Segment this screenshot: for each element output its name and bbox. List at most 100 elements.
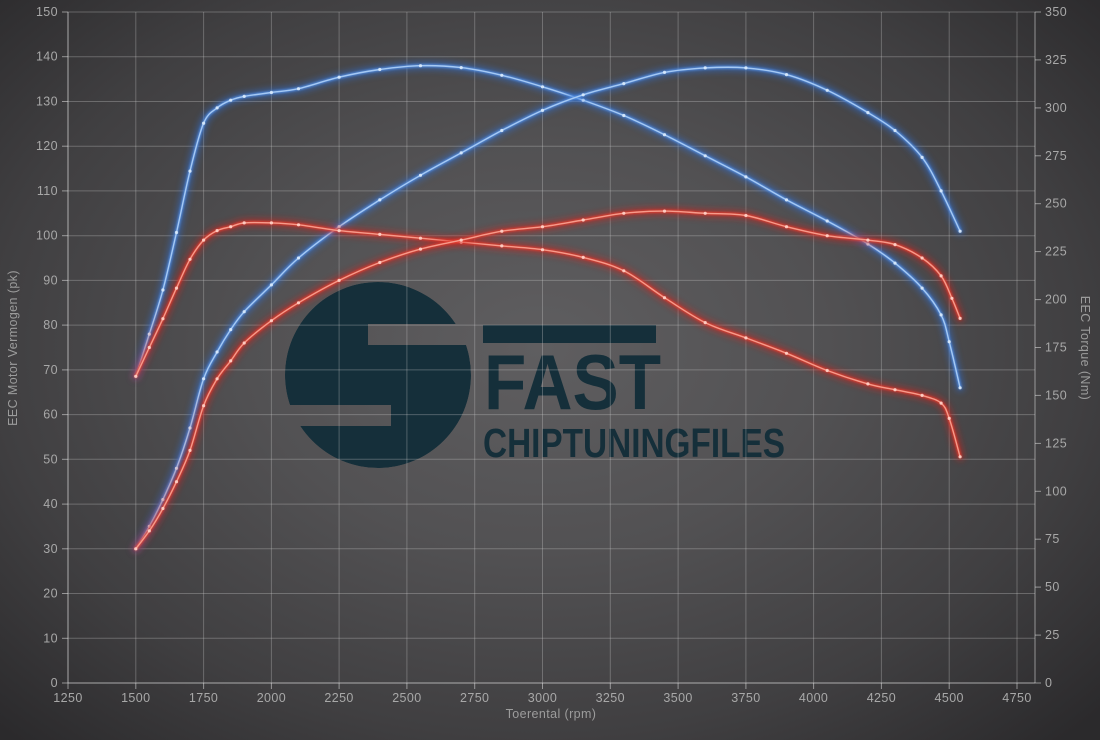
x-tick-label: 4250 [867,691,896,705]
data-point-dot [337,75,341,79]
data-point-dot [378,67,382,72]
series-power-red [132,207,964,553]
series-power-blue [132,63,964,553]
data-point-dot [784,351,789,355]
y-left-tick-label: 40 [43,497,58,511]
data-point-dot [958,229,962,233]
data-point-dot [825,234,829,238]
x-tick-label: 3000 [528,691,557,705]
data-point-dot [866,111,870,115]
data-point-dot [939,274,943,278]
data-point-dot [459,66,463,70]
y-right-tick-label: 150 [1045,388,1067,402]
data-point-dot [215,106,219,110]
y-left-tick-label: 110 [37,184,58,198]
data-point-dot [188,448,192,452]
data-point-dot [540,225,545,229]
data-point-dot [947,416,951,420]
data-point-dot [825,219,829,223]
data-point-dot [950,296,954,300]
data-point-dot [242,310,246,314]
data-point-dot [215,229,219,233]
data-point-dot [581,255,585,259]
data-point-dot [418,173,423,177]
data-point-dot [662,133,667,137]
y-left-tick-label: 90 [43,273,58,287]
data-point-dot [161,288,165,292]
data-point-dot [500,73,504,77]
data-point-dot [378,198,382,202]
data-point-dot [269,90,273,95]
data-point-dot [202,121,206,125]
data-point-dot [893,261,897,265]
data-point-dot [958,386,962,390]
y-right-tick-label: 225 [1045,245,1067,259]
data-point-dot [662,70,667,74]
y-left-tick-label: 120 [36,139,58,153]
data-point-dot [784,73,789,77]
data-point-dot [296,223,301,227]
data-point-dot [825,368,829,373]
data-point-dot [459,238,463,242]
data-point-dot [296,256,301,260]
data-point-dot [744,175,748,179]
data-point-dot [540,248,545,252]
data-point-dot [229,359,233,363]
data-point-dot [188,426,192,430]
y-left-tick-label: 30 [43,542,58,556]
data-point-dot [134,374,138,378]
y-left-tick-label: 140 [36,50,58,64]
data-point-dot [229,225,233,229]
y-axis-right-title: EEC Torque (Nm) [1078,296,1092,400]
data-point-dot [920,286,924,290]
data-point-dot [174,230,179,235]
data-point-dot [540,85,545,89]
y-left-tick-label: 100 [36,229,58,243]
y-right-tick-label: 200 [1045,293,1067,307]
x-tick-label: 1250 [53,691,82,705]
data-point-dot [958,316,962,320]
logo-s-circle [285,282,471,468]
x-tick-label: 2750 [460,691,489,705]
logo-brand-text: FAST [484,338,661,426]
data-point-dot [500,229,504,233]
data-point-dot [500,244,504,248]
data-point-dot [581,98,585,102]
data-point-dot [174,286,179,290]
data-point-dot [418,64,423,68]
y-left-tick-label: 70 [43,363,58,377]
data-point-dot [662,209,667,213]
data-point-dot [174,466,179,470]
y-right-tick-label: 275 [1045,149,1067,163]
y-right-tick-label: 100 [1045,484,1067,498]
data-point-dot [378,232,382,236]
data-point-dot [939,313,943,317]
data-point-dot [229,98,233,102]
data-point-dot [418,247,423,251]
data-point-dot [703,211,707,215]
data-point-dot [825,88,829,92]
x-tick-label: 1500 [121,691,150,705]
data-point-dot [161,317,165,321]
data-point-dot [147,345,151,350]
data-point-dot [744,336,748,340]
data-point-dot [174,480,179,484]
data-point-dot [269,221,273,225]
data-point-dot [500,128,504,133]
data-point-dot [378,260,382,265]
x-tick-label: 2250 [324,691,353,705]
data-point-dot [703,154,707,158]
data-point-dot [622,113,626,118]
y-right-tick-label: 325 [1045,53,1067,67]
x-tick-label: 2000 [257,691,286,705]
y-left-tick-label: 130 [36,95,58,109]
data-point-dot [540,108,545,112]
y-left-tick-label: 80 [43,318,58,332]
data-point-dot [893,243,897,247]
data-point-dot [215,350,219,354]
y-left-tick-label: 150 [36,5,58,19]
data-point-dot [296,301,301,305]
data-point-dot [920,155,924,159]
y-right-tick-label: 50 [1045,580,1060,594]
